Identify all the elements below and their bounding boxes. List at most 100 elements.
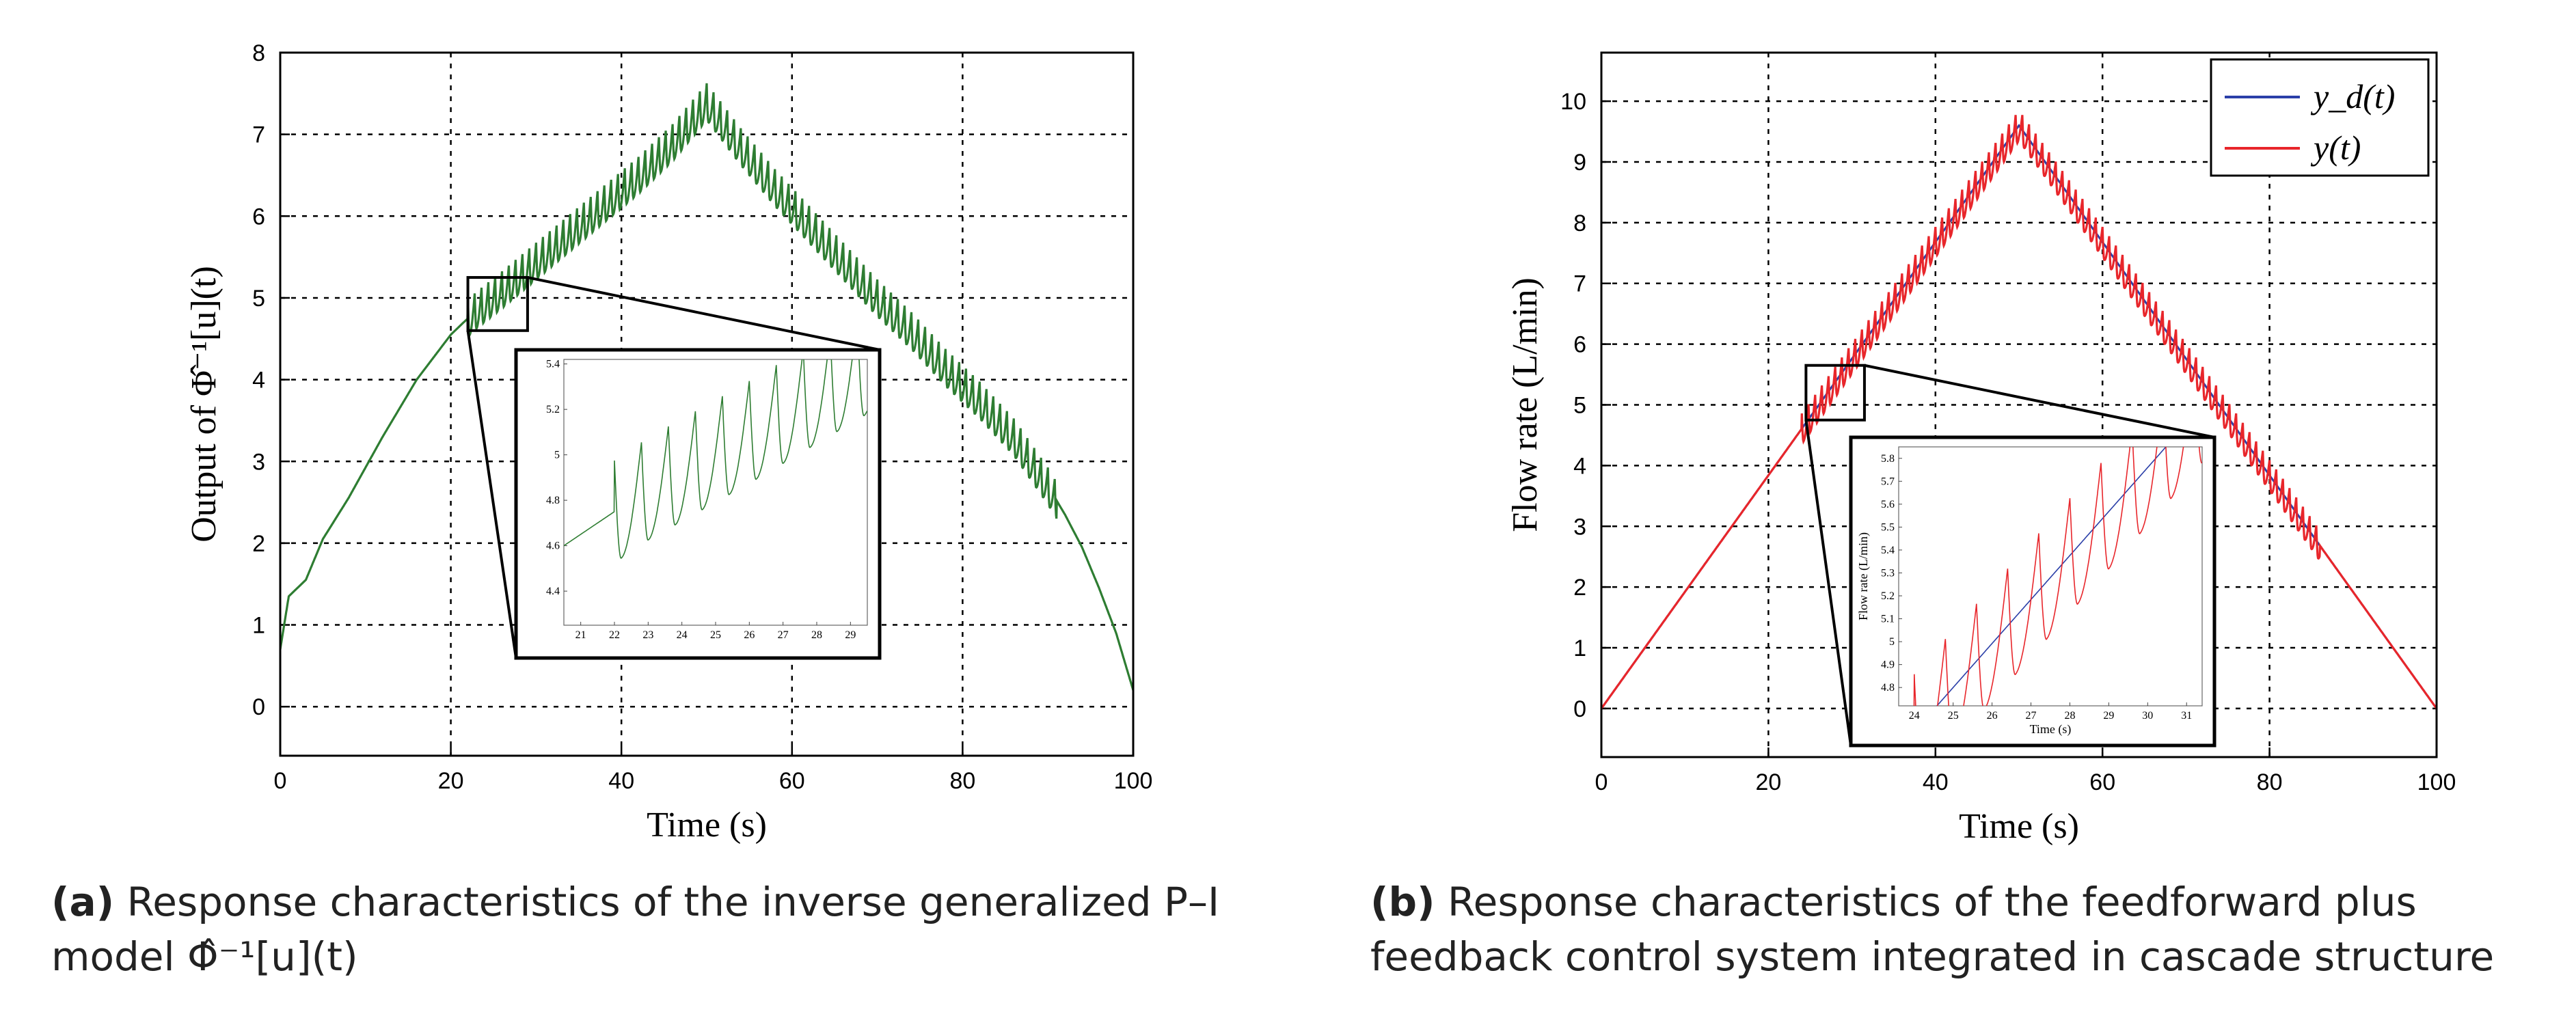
plot-frame — [1600, 51, 2438, 758]
y-tick-label: 4 — [252, 368, 265, 394]
y-tick-label: 1 — [252, 613, 265, 639]
x-tick-label: 60 — [779, 768, 805, 794]
zoom-region-box — [1804, 364, 1866, 422]
inset-x-tick-label: 24 — [1909, 710, 1920, 722]
y-tick-label: 6 — [252, 204, 265, 230]
caption-a-text: Response characteristics of the inverse … — [51, 879, 1220, 980]
inset-x-tick-label: 25 — [1948, 710, 1959, 722]
zoom-connector — [1804, 420, 1852, 746]
inset-x-tick-label: 26 — [744, 629, 755, 641]
zoom-connector — [527, 276, 880, 351]
inset-y-tick-label: 5.5 — [1881, 521, 1895, 533]
y-tick-label: 5 — [252, 286, 265, 312]
series-line-1 — [279, 83, 1135, 691]
x-tick-label: 0 — [1595, 769, 1608, 795]
inset-y-tick-label: 5.4 — [546, 359, 560, 370]
x-axis-label: Time (s) — [1959, 807, 2079, 846]
inset-plot: 21 22 23 24 25 26 27 28 29 4.4 4.6 4.8 5 5.2 5.4 — [514, 348, 882, 660]
inset-y-tick-label: 5.2 — [1881, 590, 1895, 602]
inset-x-tick-label: 30 — [2142, 710, 2153, 722]
inset-plot: 24 25 26 27 28 29 30 31 4.8 4.9 5 5.1 5.2 5.3 5.4 5.5 5.… — [1849, 435, 2216, 748]
inset-x-tick-label: 29 — [845, 629, 856, 641]
caption-a: (a) Response characteristics of the inve… — [51, 875, 1282, 984]
legend-label-2: y(t) — [2310, 128, 2361, 167]
inset-y-tick-label: 4.9 — [1881, 659, 1895, 671]
caption-b: (b) Response characteristics of the feed… — [1370, 875, 2560, 984]
y-tick-label: 9 — [1573, 150, 1586, 176]
x-tick-label: 100 — [1114, 768, 1153, 794]
inset-x-tick-label: 25 — [710, 629, 721, 641]
legend: y_d(t) y(t) — [2210, 58, 2430, 177]
x-tick-label: 40 — [608, 768, 634, 794]
legend-label-1: y_d(t) — [2310, 77, 2395, 115]
x-tick-label: 80 — [949, 768, 975, 794]
caption-b-text: Response characteristics of the feedforw… — [1370, 879, 2495, 980]
y-tick-label: 3 — [252, 449, 265, 475]
inset-y-axis-label: Flow rate (L/min) — [1856, 532, 1871, 620]
x-tick-label: 0 — [274, 768, 287, 794]
inset-y-tick-label: 4.8 — [546, 495, 560, 506]
caption-a-tag: (a) — [51, 879, 115, 925]
series-line-2 — [1600, 115, 2438, 709]
y-tick-label: 4 — [1573, 453, 1586, 479]
inset-y-tick-label: 5.7 — [1881, 476, 1895, 487]
zoom-connector — [1864, 364, 2215, 439]
x-tick-label: 80 — [2257, 769, 2283, 795]
inset-x-tick-label: 29 — [2103, 710, 2114, 722]
inset-x-tick-label: 27 — [778, 629, 789, 641]
inset-y-tick-label: 5.3 — [1881, 567, 1895, 579]
inset-x-tick-label: 31 — [2181, 710, 2192, 722]
inset-x-tick-label: 21 — [575, 629, 586, 641]
inset-series-line-1 — [1936, 447, 2167, 706]
inset-y-tick-label: 4.6 — [546, 540, 560, 552]
y-tick-label: 8 — [1573, 210, 1586, 236]
inset-y-tick-label: 5.6 — [1881, 499, 1895, 510]
y-tick-label: 6 — [1573, 332, 1586, 358]
inset-series-line-2 — [1913, 447, 2202, 706]
inset-frame — [1849, 435, 2216, 748]
inset-y-tick-label: 5.1 — [1881, 614, 1895, 625]
inset-y-tick-label: 4.8 — [1881, 682, 1895, 694]
inset-x-axis-label: Time (s) — [2030, 722, 2072, 737]
x-axis-label: Time (s) — [647, 806, 767, 845]
inset-axes-frame — [1898, 446, 2203, 707]
inset-x-tick-label: 26 — [1987, 710, 1998, 722]
zoom-connector — [466, 330, 517, 659]
y-tick-label: 1 — [1573, 635, 1586, 661]
y-tick-label: 2 — [252, 531, 265, 557]
y-tick-label: 7 — [1573, 271, 1586, 297]
y-tick-label: 8 — [252, 40, 265, 66]
x-tick-label: 60 — [2089, 769, 2115, 795]
x-tick-label: 100 — [2417, 769, 2456, 795]
y-axis-label: Flow rate (L/min) — [1506, 277, 1545, 532]
inset-series-line-1 — [564, 359, 867, 559]
inset-x-tick-label: 24 — [677, 629, 688, 641]
inset-y-tick-label: 4.4 — [546, 586, 560, 597]
x-tick-label: 40 — [1923, 769, 1949, 795]
inset-y-tick-label: 5 — [554, 450, 560, 461]
y-tick-label: 7 — [252, 122, 265, 148]
y-tick-label: 3 — [1573, 514, 1586, 540]
inset-y-tick-label: 5.4 — [1881, 545, 1895, 556]
inset-x-tick-label: 28 — [2064, 710, 2075, 722]
inset-y-tick-label: 5 — [1889, 636, 1895, 648]
legend-box — [2210, 58, 2430, 177]
zoom-region-box — [466, 276, 529, 332]
y-tick-label: 0 — [1573, 696, 1586, 722]
inset-x-tick-label: 27 — [2026, 710, 2037, 722]
caption-b-tag: (b) — [1370, 879, 1435, 925]
y-tick-label: 5 — [1573, 393, 1586, 419]
inset-frame — [514, 348, 882, 660]
x-tick-label: 20 — [1755, 769, 1781, 795]
inset-x-tick-label: 28 — [811, 629, 822, 641]
inset-y-tick-label: 5.2 — [546, 404, 560, 415]
inset-x-tick-label: 23 — [642, 629, 653, 641]
inset-x-tick-label: 22 — [609, 629, 620, 641]
inset-y-tick-label: 5.8 — [1881, 453, 1895, 465]
panel-b: 0 20 40 60 80 100 0 1 2 3 4 5 6 7 8 9 10 Time (s) Flow rat… — [1506, 51, 2456, 846]
plot-frame — [279, 51, 1135, 757]
y-tick-label: 10 — [1560, 89, 1586, 115]
y-tick-label: 0 — [252, 694, 265, 720]
